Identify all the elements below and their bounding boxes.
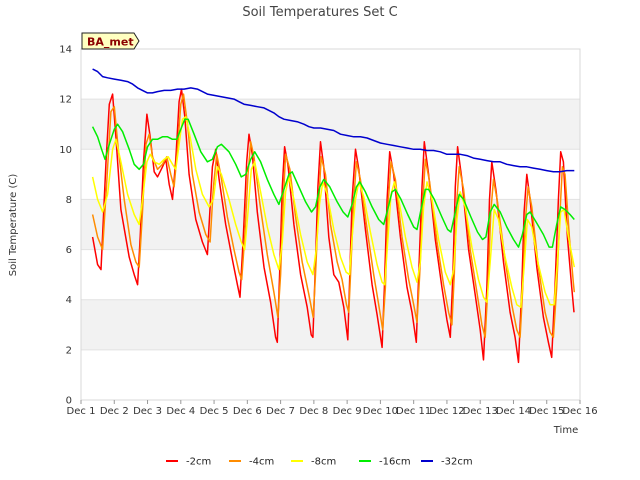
legend-label: -32cm <box>441 457 473 468</box>
y-tick-label: 10 <box>59 145 72 156</box>
series-line-8cmcm <box>91 115 576 308</box>
legend-item: -8cm <box>291 457 336 468</box>
series-line-4cmcm <box>91 93 576 339</box>
x-tick-label: Dec 7 <box>266 406 295 417</box>
legend-label: -4cm <box>249 457 274 468</box>
x-tick-label: Dec 12 <box>429 406 464 417</box>
legend-item: -16cm <box>359 457 411 468</box>
ba-met-badge-label: BA_met <box>87 36 134 49</box>
x-tick-label: Dec 10 <box>363 406 398 417</box>
x-tick-label: Dec 8 <box>299 406 328 417</box>
plot-band <box>81 99 580 150</box>
ba-met-badge-shape <box>81 32 140 50</box>
legend: -2cm -4cm -8cm -16cm -32cm <box>166 457 473 468</box>
x-axis-label: Time <box>553 425 578 436</box>
plot-frame <box>80 48 581 401</box>
legend-label: -16cm <box>379 457 411 468</box>
y-tick-label: 4 <box>66 295 72 306</box>
y-tick-label: 14 <box>59 45 72 56</box>
x-tick-label: Dec 9 <box>333 406 362 417</box>
legend-label: -2cm <box>186 457 211 468</box>
legend-item: -2cm <box>166 457 211 468</box>
ba-met-badge: BA_met <box>81 32 140 50</box>
series-line-32cmcm <box>92 68 575 173</box>
legend-label: -8cm <box>311 457 336 468</box>
series-line-16cmcm <box>91 118 575 248</box>
legend-item: -4cm <box>229 457 274 468</box>
x-tick-label: Dec 5 <box>200 406 229 417</box>
x-tick-label: Dec 3 <box>133 406 162 417</box>
x-tick-label: Dec 15 <box>529 406 564 417</box>
y-axis-label: Soil Temperature (C) <box>8 174 19 277</box>
chart-title: Soil Temperatures Set C <box>242 5 397 20</box>
x-tick-label: Dec 1 <box>67 406 96 417</box>
y-tick-label: 8 <box>66 195 72 206</box>
x-tick-label: Dec 2 <box>100 406 129 417</box>
x-tick-label: Dec 4 <box>166 406 195 417</box>
y-tick-labels: 0 2 4 6 8 10 12 14 <box>59 45 72 407</box>
x-tick-label: Dec 6 <box>233 406 262 417</box>
legend-item: -32cm <box>421 457 473 468</box>
y-tick-label: 6 <box>66 245 72 256</box>
y-tick-label: 12 <box>59 95 72 106</box>
y-tick-label: 0 <box>66 396 72 407</box>
series-line-2cmcm <box>91 88 575 364</box>
x-tick-label: Dec 11 <box>396 406 431 417</box>
x-tick-label: Dec 13 <box>463 406 498 417</box>
series-lines <box>91 68 576 364</box>
plot-band <box>81 299 580 350</box>
x-tick-labels: Dec 1 Dec 2 Dec 3 Dec 4 Dec 5 Dec 6 Dec 7 Dec 8… <box>67 400 598 417</box>
y-tick-label: 2 <box>66 345 72 356</box>
x-tick-label: Dec 14 <box>496 406 531 417</box>
x-tick-label: Dec 16 <box>562 406 597 417</box>
